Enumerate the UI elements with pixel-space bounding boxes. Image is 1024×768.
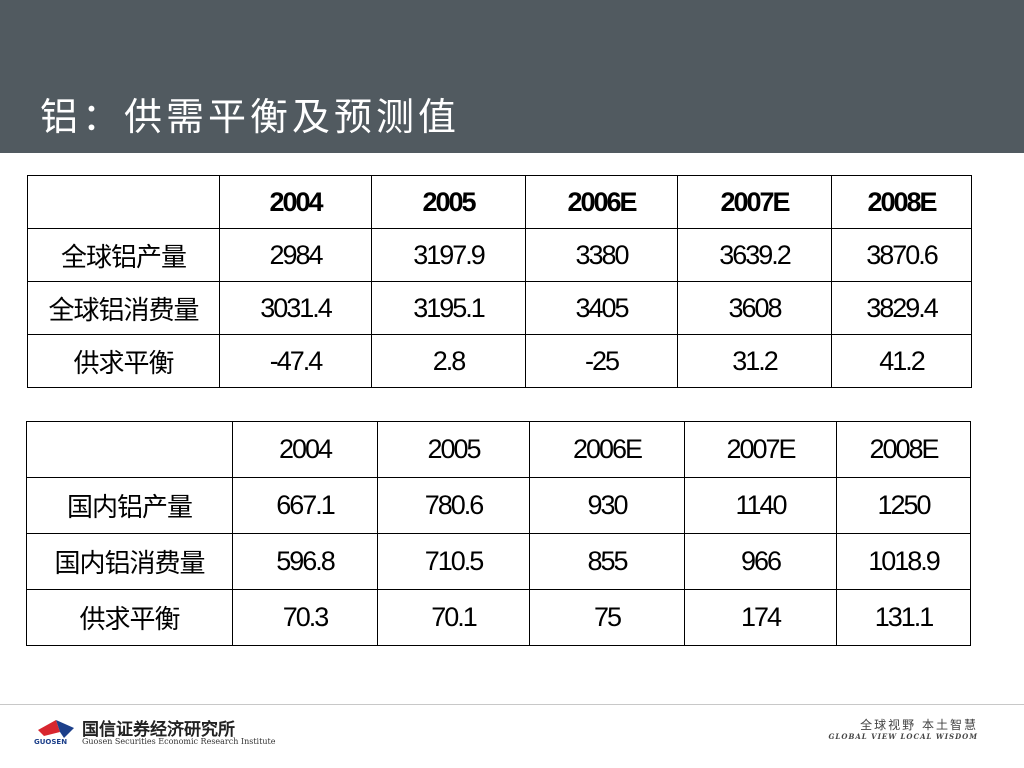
logo-blue-shape	[56, 720, 74, 738]
table-row: 国内铝产量 667.1 780.6 930 1140 1250	[26, 477, 971, 534]
table-cell: 930	[529, 477, 685, 534]
header-cell	[26, 421, 233, 478]
header-cell: 2007E	[677, 175, 832, 229]
row-label: 全球铝产量	[27, 228, 220, 282]
table-cell: 3639.2	[677, 228, 832, 282]
table-cell: 1140	[684, 477, 837, 534]
table-row: 供求平衡 -47.4 2.8 -25 31.2 41.2	[27, 334, 972, 388]
table-cell: 3829.4	[831, 281, 972, 335]
header-cell: 2006E	[525, 175, 678, 229]
logo-red-shape	[38, 720, 60, 736]
table-cell: 2984	[219, 228, 372, 282]
header-cell: 2008E	[836, 421, 971, 478]
row-label: 国内铝产量	[26, 477, 233, 534]
footer-divider	[0, 704, 1024, 705]
table-cell: 75	[529, 589, 685, 646]
row-label: 供求平衡	[26, 589, 233, 646]
header-cell: 2005	[371, 175, 526, 229]
title-bar: 铝：供需平衡及预测值	[0, 0, 1024, 153]
domestic-aluminum-table: 2004 2005 2006E 2007E 2008E 国内铝产量 667.1 …	[26, 421, 971, 646]
row-label: 供求平衡	[27, 334, 220, 388]
table-cell: 1018.9	[836, 533, 971, 590]
global-aluminum-table: 2004 2005 2006E 2007E 2008E 全球铝产量 2984 3…	[27, 175, 972, 388]
header-cell	[27, 175, 220, 229]
header-cell: 2004	[232, 421, 378, 478]
header-cell: 2007E	[684, 421, 837, 478]
table-cell: 3870.6	[831, 228, 972, 282]
table-cell: 780.6	[377, 477, 530, 534]
table-cell: 3031.4	[219, 281, 372, 335]
table-cell: 855	[529, 533, 685, 590]
header-cell: 2008E	[831, 175, 972, 229]
table-cell: 596.8	[232, 533, 378, 590]
table-row: 全球铝产量 2984 3197.9 3380 3639.2 3870.6	[27, 228, 972, 282]
table-cell: 174	[684, 589, 837, 646]
guosen-logo-icon	[38, 720, 74, 738]
header-cell: 2004	[219, 175, 372, 229]
table-cell: 3405	[525, 281, 678, 335]
page-title: 铝：供需平衡及预测值	[40, 95, 461, 139]
table-cell: 1250	[836, 477, 971, 534]
table-row: 供求平衡 70.3 70.1 75 174 131.1	[26, 589, 971, 646]
table-cell: 70.1	[377, 589, 530, 646]
table-cell: 2.8	[371, 334, 526, 388]
table-header-row: 2004 2005 2006E 2007E 2008E	[27, 175, 972, 229]
slogan: 全球视野 本土智慧	[860, 718, 978, 732]
table-cell: 667.1	[232, 477, 378, 534]
row-label: 国内铝消费量	[26, 533, 233, 590]
company-name: 国信证券经济研究所	[82, 720, 235, 740]
table-cell: -25	[525, 334, 678, 388]
table-cell: 31.2	[677, 334, 832, 388]
logo-wordmark: GUOSEN	[34, 738, 68, 746]
table-cell: 710.5	[377, 533, 530, 590]
table-cell: 966	[684, 533, 837, 590]
table-cell: 41.2	[831, 334, 972, 388]
table-cell: 3197.9	[371, 228, 526, 282]
table-cell: 3195.1	[371, 281, 526, 335]
header-cell: 2005	[377, 421, 530, 478]
table-cell: 70.3	[232, 589, 378, 646]
company-name-en: Guosen Securities Economic Research Inst…	[82, 737, 276, 746]
table-cell: 131.1	[836, 589, 971, 646]
table-header-row: 2004 2005 2006E 2007E 2008E	[26, 421, 971, 478]
table-cell: -47.4	[219, 334, 372, 388]
table-cell: 3380	[525, 228, 678, 282]
table-row: 国内铝消费量 596.8 710.5 855 966 1018.9	[26, 533, 971, 590]
slogan-en: GLOBAL VIEW LOCAL WISDOM	[828, 732, 978, 741]
row-label: 全球铝消费量	[27, 281, 220, 335]
table-cell: 3608	[677, 281, 832, 335]
header-cell: 2006E	[529, 421, 685, 478]
table-row: 全球铝消费量 3031.4 3195.1 3405 3608 3829.4	[27, 281, 972, 335]
